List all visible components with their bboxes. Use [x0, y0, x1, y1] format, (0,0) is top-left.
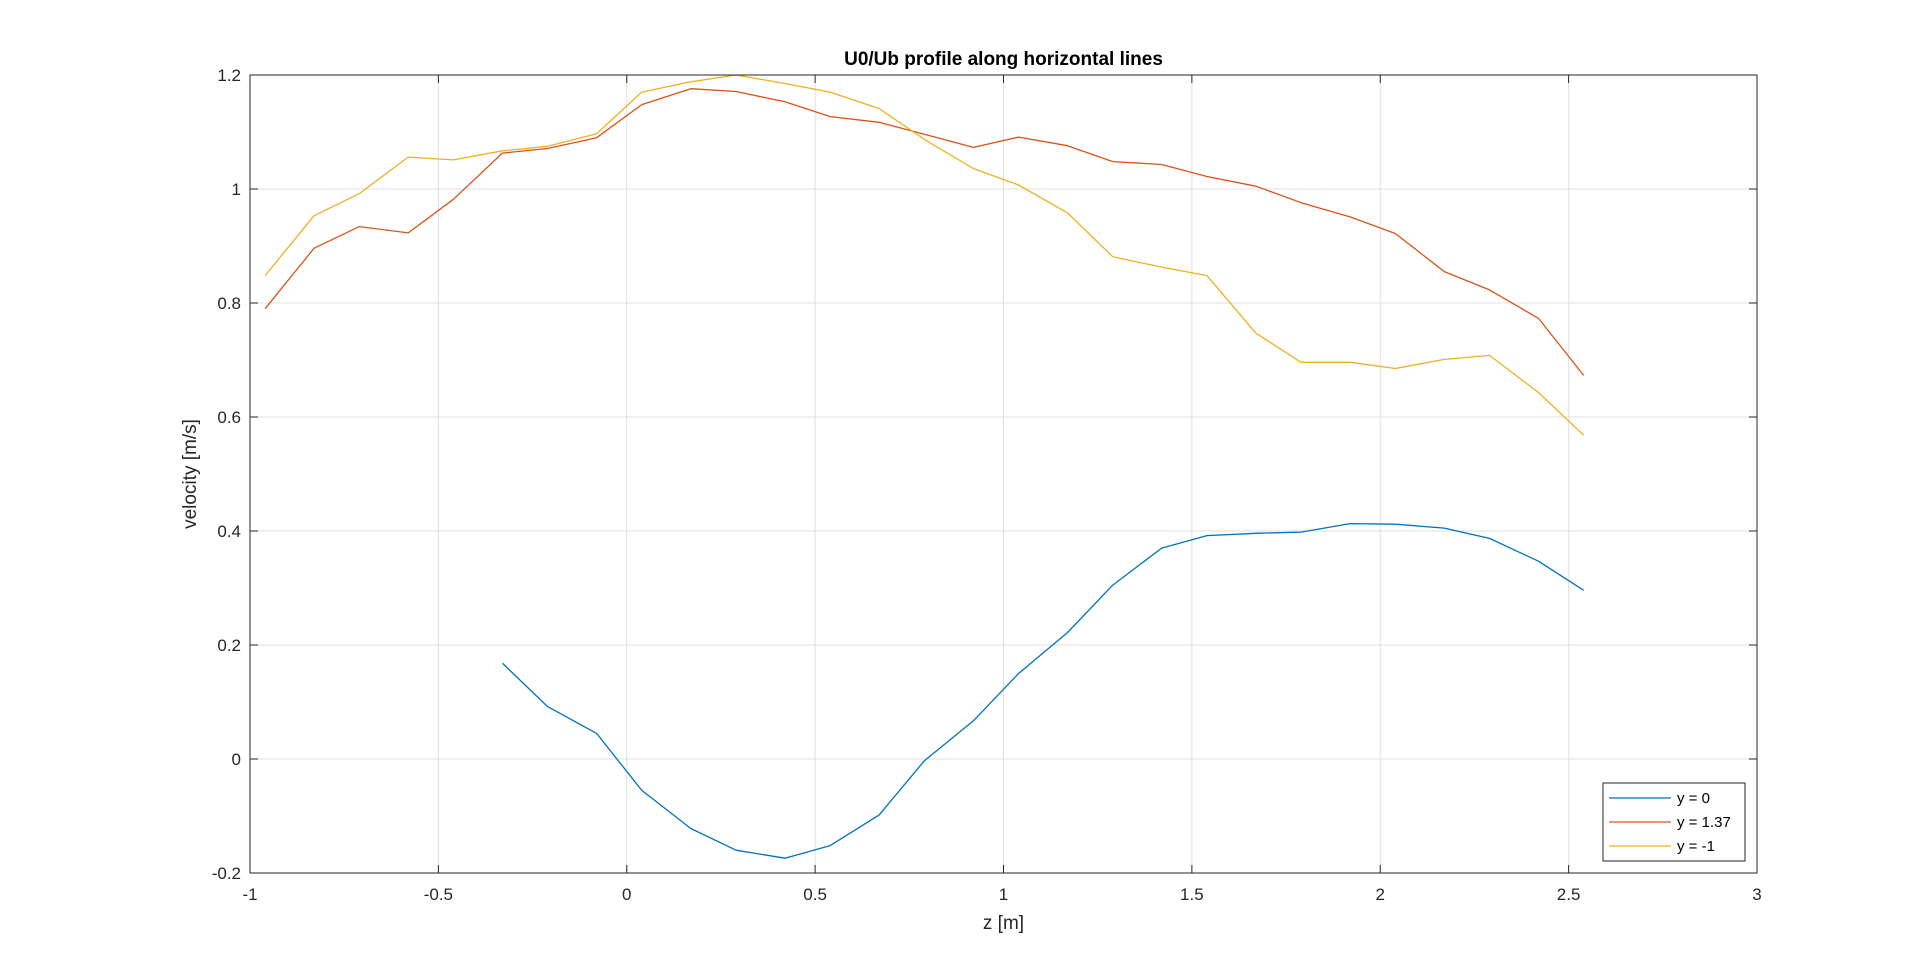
x-tick-label: 0.5	[803, 885, 827, 904]
y-tick-labels: -0.2 0 0.2 0.4 0.6 0.8 1 1.2	[212, 66, 241, 883]
series-line-1	[501, 522, 1585, 859]
x-tick-label: -0.5	[424, 885, 453, 904]
legend: y = 0 y = 1.37 y = -1	[1602, 782, 1746, 862]
y-tick-label: 0.4	[217, 522, 241, 541]
series-lines	[264, 74, 1585, 859]
x-tick-label: 0	[622, 885, 631, 904]
y-tick-label: 1.2	[217, 66, 241, 85]
y-tick-label: -0.2	[212, 864, 241, 883]
x-tick-label: 3	[1752, 885, 1761, 904]
series-line-2	[264, 88, 1585, 376]
y-tick-label: 1	[232, 180, 241, 199]
tick-marks	[249, 74, 1758, 874]
x-tick-label: 2	[1376, 885, 1385, 904]
x-axis-label: z [m]	[983, 913, 1024, 934]
y-tick-label: 0	[232, 750, 241, 769]
y-axis-label: velocity [m/s]	[180, 419, 201, 529]
plot-area	[249, 74, 1758, 874]
y-tick-label: 0.8	[217, 294, 241, 313]
x-tick-label: 1.5	[1180, 885, 1204, 904]
y-tick-label: 0.2	[217, 636, 241, 655]
legend-entries: y = 0 y = 1.37 y = -1	[1609, 790, 1731, 855]
x-tick-label: 1	[999, 885, 1008, 904]
legend-label-3: y = -1	[1677, 838, 1715, 855]
chart-title: U0/Ub profile along horizontal lines	[844, 49, 1163, 70]
legend-label-2: y = 1.37	[1677, 814, 1731, 831]
x-tick-label: -1	[242, 885, 257, 904]
legend-label-1: y = 0	[1677, 790, 1710, 807]
series-line-3	[264, 74, 1585, 436]
x-tick-label: 2.5	[1557, 885, 1581, 904]
x-tick-labels: -1 -0.5 0 0.5 1 1.5 2 2.5 3	[242, 885, 1761, 904]
y-tick-label: 0.6	[217, 408, 241, 427]
